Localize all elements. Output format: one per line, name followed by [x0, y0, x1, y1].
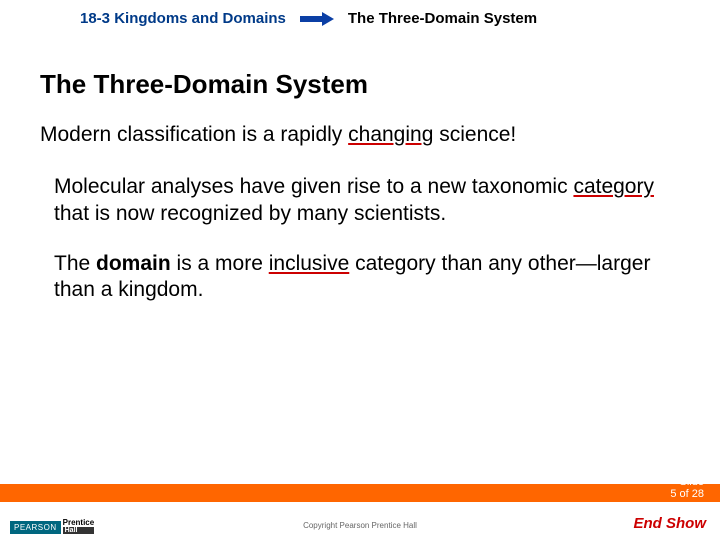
footer-bottom: PEARSON Prentice Hall Copyright Pearson … — [0, 502, 720, 540]
text: is a more — [171, 252, 269, 275]
underlined-text: changing — [348, 123, 433, 146]
paragraph-1: Modern classification is a rapidly chang… — [40, 122, 680, 148]
footer-band — [0, 484, 720, 502]
underlined-text: category — [573, 175, 654, 198]
brand-line1: Prentice — [63, 519, 95, 527]
topic-label: The Three-Domain System — [348, 10, 537, 27]
paragraph-2: Molecular analyses have given rise to a … — [54, 174, 680, 227]
publisher-logo: PEARSON Prentice Hall — [10, 519, 94, 534]
text: that is now recognized by many scientist… — [54, 202, 446, 225]
brand-line2: Hall — [63, 527, 95, 534]
slide-count: 5 of 28 — [670, 488, 704, 500]
slide-counter: Slide 5 of 28 — [670, 476, 704, 500]
text: The — [54, 252, 96, 275]
underlined-text: inclusive — [269, 252, 350, 275]
text: science! — [433, 123, 516, 146]
arrow-right-icon — [300, 12, 334, 26]
slide-label: Slide — [670, 476, 704, 488]
brand-prentice-hall: Prentice Hall — [63, 519, 95, 534]
brand-pearson: PEARSON — [10, 521, 61, 534]
text: Molecular analyses have given rise to a … — [54, 175, 573, 198]
breadcrumb: 18-3 Kingdoms and Domains The Three-Doma… — [0, 0, 720, 27]
text: Modern classification is a rapidly — [40, 123, 348, 146]
paragraph-3: The domain is a more inclusive category … — [54, 251, 680, 304]
end-show-button[interactable]: End Show — [634, 515, 707, 532]
copyright-text: Copyright Pearson Prentice Hall — [303, 521, 417, 530]
bold-text: domain — [96, 252, 171, 275]
page-title: The Three-Domain System — [40, 69, 680, 100]
chapter-label: 18-3 Kingdoms and Domains — [80, 10, 286, 27]
slide-content: The Three-Domain System Modern classific… — [0, 27, 720, 303]
